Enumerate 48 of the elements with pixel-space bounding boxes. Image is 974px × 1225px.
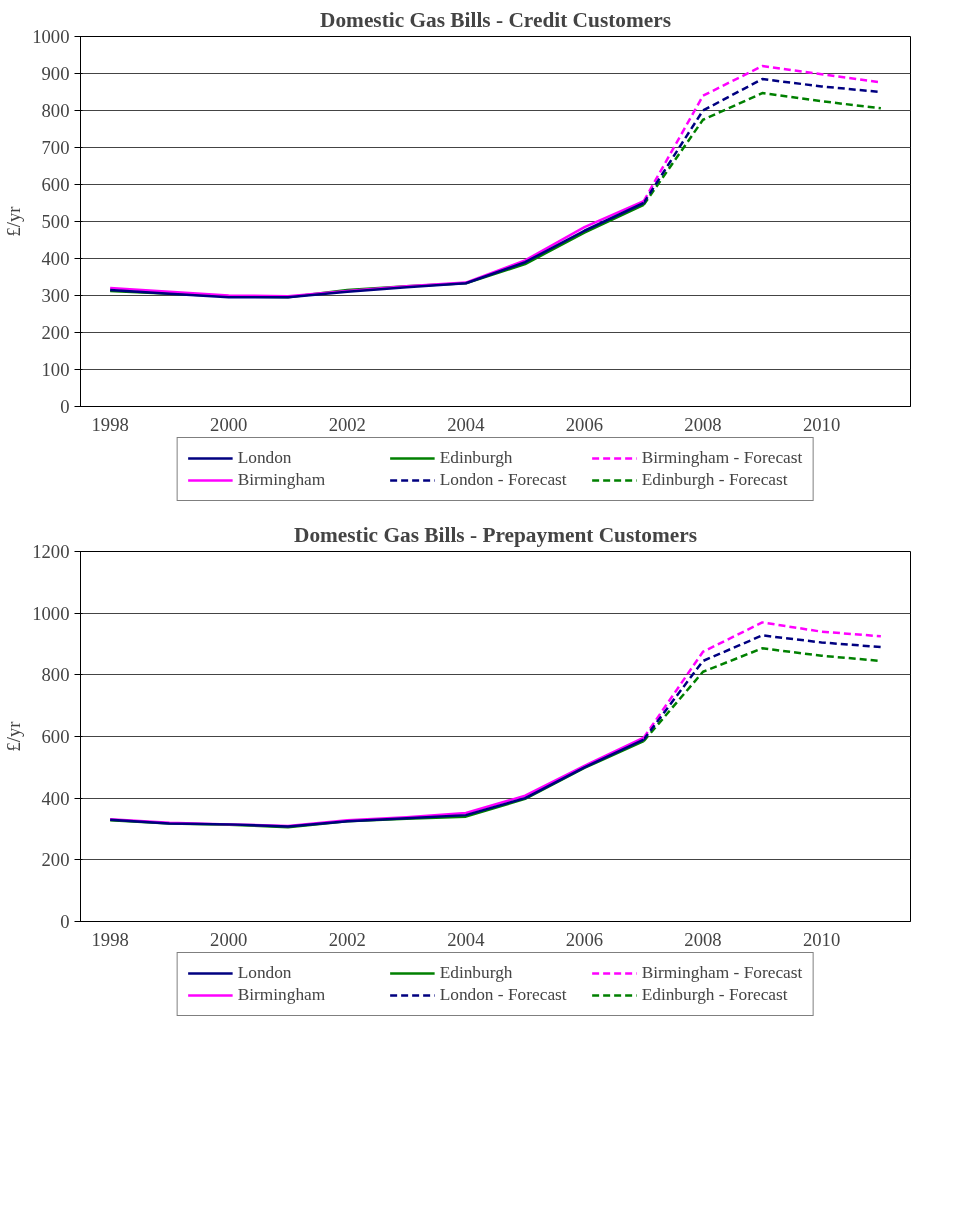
- legend-label: London: [237, 448, 293, 468]
- x-tick-label: 2002: [328, 928, 366, 950]
- y-tick-label: 700: [41, 137, 70, 158]
- y-tick-label: 400: [41, 248, 70, 269]
- y-tick-label: 500: [41, 211, 70, 232]
- y-tick-label: 1000: [32, 602, 70, 624]
- legend-label: Edinburgh - Forecast: [641, 985, 789, 1005]
- x-tick-label: 2000: [210, 928, 248, 950]
- y-tick-label: 100: [41, 359, 70, 380]
- x-tick-label: 2010: [802, 413, 841, 435]
- legend-label: Edinburgh: [439, 448, 514, 468]
- y-tick-label: 400: [41, 787, 70, 809]
- y-tick-label: 600: [41, 726, 70, 747]
- x-tick-label: 2006: [565, 413, 604, 435]
- y-tick-label: 900: [41, 63, 70, 84]
- y-tick-label: 1000: [32, 26, 70, 47]
- x-tick-label: 2010: [802, 928, 841, 950]
- legend-label: Birmingham - Forecast: [641, 963, 803, 983]
- legend-label: London: [237, 963, 293, 983]
- x-tick-label: 2008: [684, 928, 722, 950]
- x-tick-label: 2006: [565, 928, 604, 950]
- y-tick-label: 600: [41, 174, 70, 195]
- y-axis-title: £/yr: [3, 205, 25, 237]
- x-tick-label: 2000: [210, 413, 248, 435]
- y-tick-label: 0: [60, 396, 70, 417]
- legend-label: Birmingham: [237, 470, 327, 490]
- x-tick-label: 2002: [328, 413, 366, 435]
- legend-label: London - Forecast: [439, 985, 568, 1005]
- y-tick-label: 300: [41, 285, 70, 306]
- y-tick-label: 800: [41, 100, 70, 121]
- y-tick-label: 1200: [32, 541, 70, 562]
- legend-label: Birmingham: [237, 985, 327, 1005]
- y-tick-label: 200: [41, 849, 70, 871]
- x-tick-label: 1998: [91, 928, 129, 950]
- y-axis-title: £/yr: [3, 720, 25, 752]
- chart-title: Domestic Gas Bills - Credit Customers: [320, 7, 671, 32]
- legend-label: London - Forecast: [439, 470, 568, 490]
- x-tick-label: 2004: [447, 928, 486, 950]
- y-tick-label: 200: [41, 322, 70, 343]
- x-tick-label: 1998: [91, 413, 129, 435]
- legend-label: Birmingham - Forecast: [641, 448, 803, 468]
- chart-title: Domestic Gas Bills - Prepayment Customers: [294, 522, 698, 547]
- legend-label: Edinburgh: [439, 963, 514, 983]
- x-tick-label: 2008: [684, 413, 722, 435]
- x-tick-label: 2004: [447, 413, 486, 435]
- legend-label: Edinburgh - Forecast: [641, 470, 789, 490]
- y-tick-label: 0: [60, 911, 70, 932]
- y-tick-label: 800: [41, 664, 70, 686]
